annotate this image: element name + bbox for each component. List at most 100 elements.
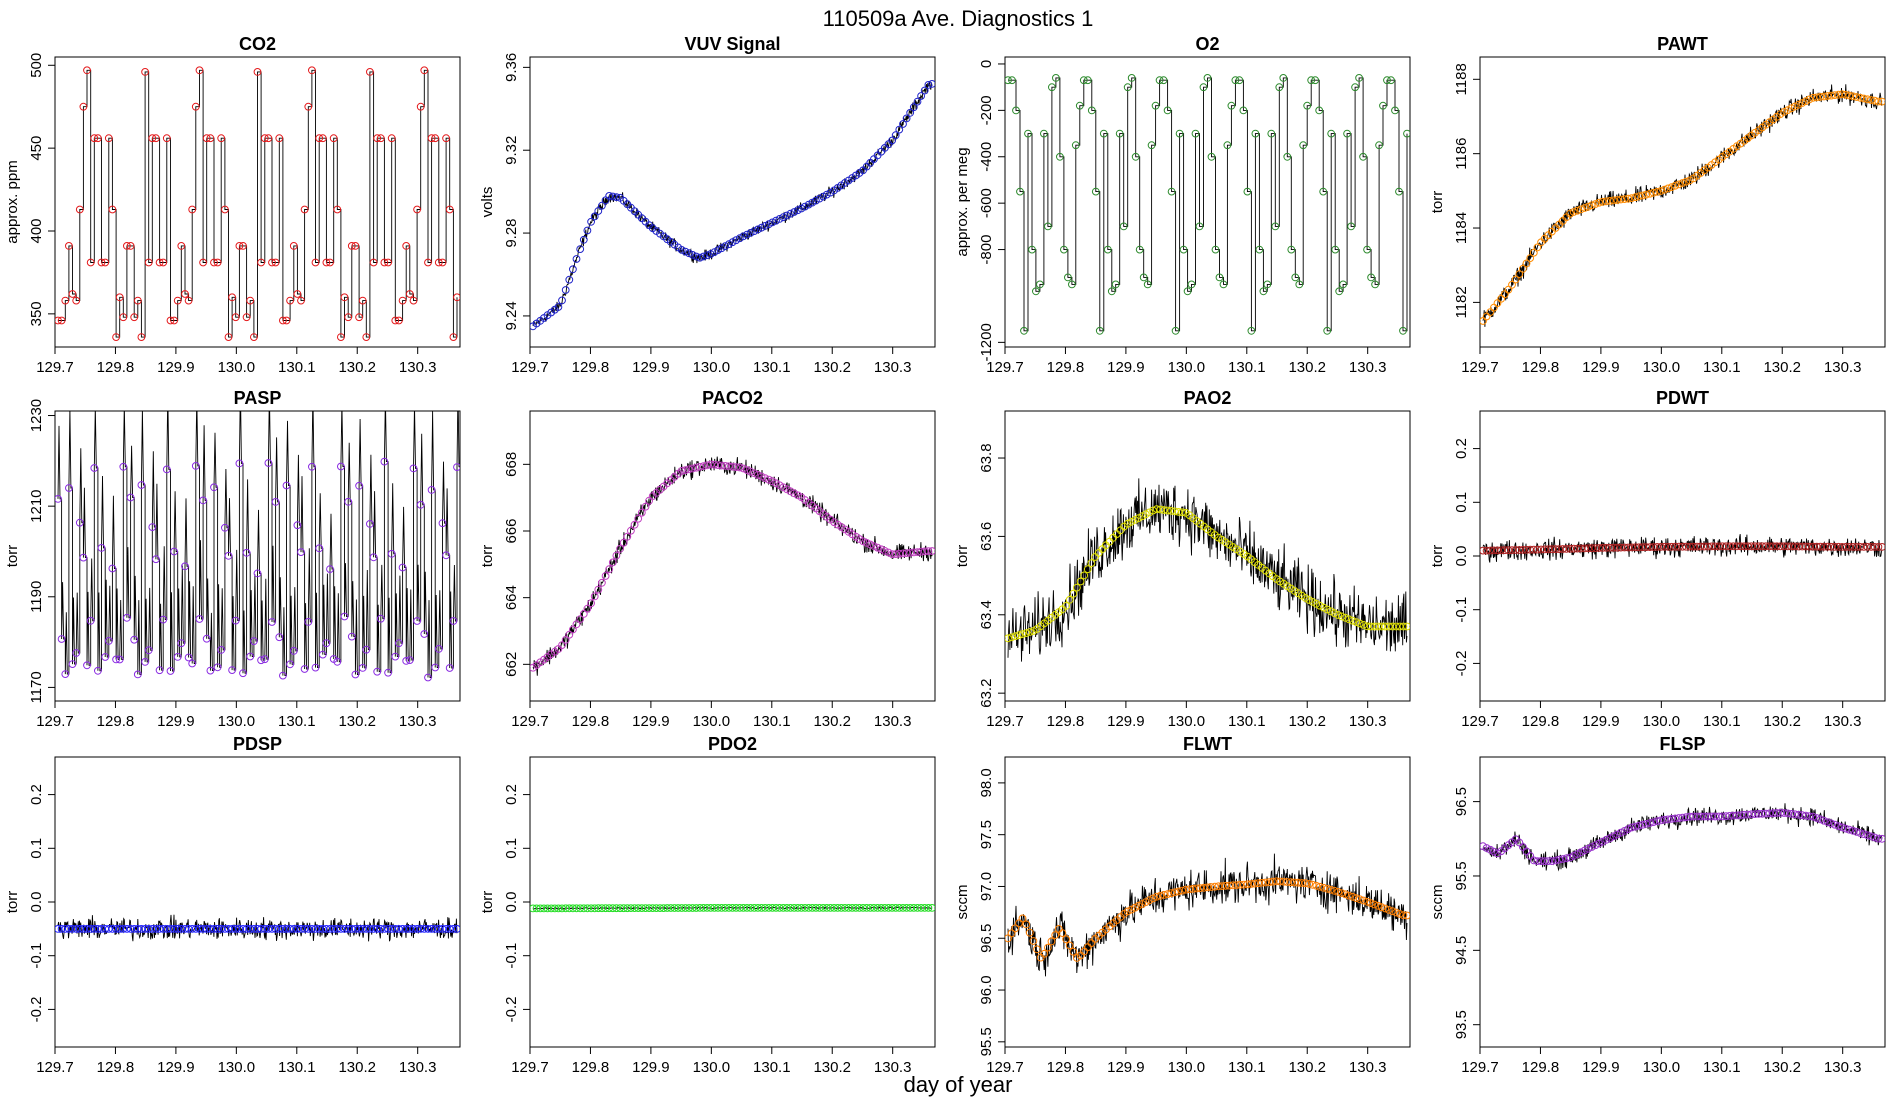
data-point: [431, 134, 440, 143]
x-tick-label: 130.1: [278, 359, 316, 376]
data-point: [1156, 891, 1165, 900]
data-point: [65, 484, 73, 492]
data-point: [380, 457, 389, 466]
data-point: [587, 217, 595, 226]
data-point: [1399, 911, 1408, 920]
data-point: [1722, 542, 1730, 551]
data-point: [928, 80, 935, 88]
data-point: [721, 242, 730, 251]
data-point: [202, 634, 211, 643]
data-point: [297, 296, 305, 305]
data-point: [688, 251, 697, 259]
data-point: [1736, 542, 1745, 551]
data-point: [1787, 542, 1796, 551]
data-point: [1370, 900, 1379, 909]
data-point: [1171, 507, 1179, 516]
data-point: [202, 134, 211, 143]
data-point: [1830, 820, 1839, 829]
data-point: [1827, 542, 1836, 551]
x-tick-label: 129.9: [1107, 713, 1145, 730]
data-point: [438, 519, 447, 528]
data-point: [141, 658, 150, 666]
data-point: [870, 904, 878, 912]
data-point: [181, 562, 189, 571]
data-point: [442, 551, 451, 560]
plot-frame: [1479, 410, 1886, 702]
data-point: [1236, 880, 1244, 889]
data-point: [1392, 908, 1400, 917]
data-point: [1635, 192, 1643, 201]
data-point: [1660, 815, 1669, 824]
data-point: [1805, 95, 1814, 104]
data-point: [1667, 542, 1676, 551]
data-point: [1820, 816, 1828, 825]
data-point: [1367, 273, 1375, 282]
x-tick-label: 130.1: [753, 1059, 791, 1076]
y-tick-label: -1200: [978, 323, 995, 361]
data-point: [1337, 612, 1346, 621]
data-point: [1820, 542, 1828, 551]
data-point: [170, 316, 179, 325]
data-point: [155, 666, 164, 675]
data-point: [1486, 845, 1495, 854]
y-tick-label: 664: [503, 585, 520, 610]
data-point: [1196, 884, 1205, 892]
x-tick-label: 129.8: [97, 359, 135, 376]
y-axis-label: torr: [479, 545, 496, 568]
data-point: [1656, 816, 1665, 825]
data-point: [1609, 196, 1618, 205]
x-tick-label: 130.0: [1168, 713, 1206, 730]
data-point: [1276, 877, 1284, 886]
data-point: [601, 572, 610, 580]
data-point: [1127, 517, 1136, 526]
data-point: [1363, 897, 1371, 906]
data-point: [1207, 152, 1216, 161]
plot-frame: [529, 56, 936, 348]
data-point: [1635, 821, 1643, 830]
data-point: [253, 68, 262, 76]
data-point: [761, 474, 769, 483]
data-point: [757, 472, 766, 481]
data-point: [1062, 602, 1070, 610]
data-point: [228, 293, 237, 302]
data-point: [155, 258, 164, 267]
data-point: [685, 465, 693, 474]
data-point: [1155, 76, 1164, 85]
data-point: [906, 548, 915, 557]
data-point: [239, 669, 247, 678]
data-point: [1403, 129, 1410, 138]
data-point: [144, 258, 153, 267]
y-tick-label: -400: [978, 142, 995, 172]
data-point: [1345, 891, 1353, 900]
data-point: [1388, 907, 1397, 916]
data-point: [630, 520, 639, 529]
data-point: [1812, 93, 1821, 102]
data-point: [148, 134, 157, 143]
data-point: [1319, 883, 1328, 892]
data-point: [79, 553, 88, 562]
data-point: [1849, 826, 1857, 835]
data-point: [300, 205, 309, 214]
data-point: [55, 925, 62, 933]
plot-area: [1480, 84, 1885, 327]
data-point: [1515, 270, 1524, 279]
data-point: [300, 665, 309, 673]
data-point: [1261, 878, 1270, 887]
data-point: [1812, 814, 1821, 822]
x-tick-label: 129.7: [511, 359, 549, 376]
data-point: [1671, 814, 1680, 823]
data-point: [1127, 905, 1136, 914]
data-point: [115, 293, 124, 302]
data-point: [866, 540, 875, 549]
data-point: [1025, 628, 1034, 636]
data-point: [1671, 542, 1680, 551]
data-point: [1870, 833, 1879, 842]
plot-frame: [1004, 410, 1411, 702]
data-point: [1215, 273, 1224, 282]
data-point: [68, 290, 77, 298]
y-tick-label: 1188: [1453, 63, 1470, 95]
data-point: [246, 652, 255, 661]
data-point: [877, 904, 886, 912]
data-point: [1181, 885, 1190, 894]
x-tick-label: 129.7: [511, 1059, 549, 1076]
